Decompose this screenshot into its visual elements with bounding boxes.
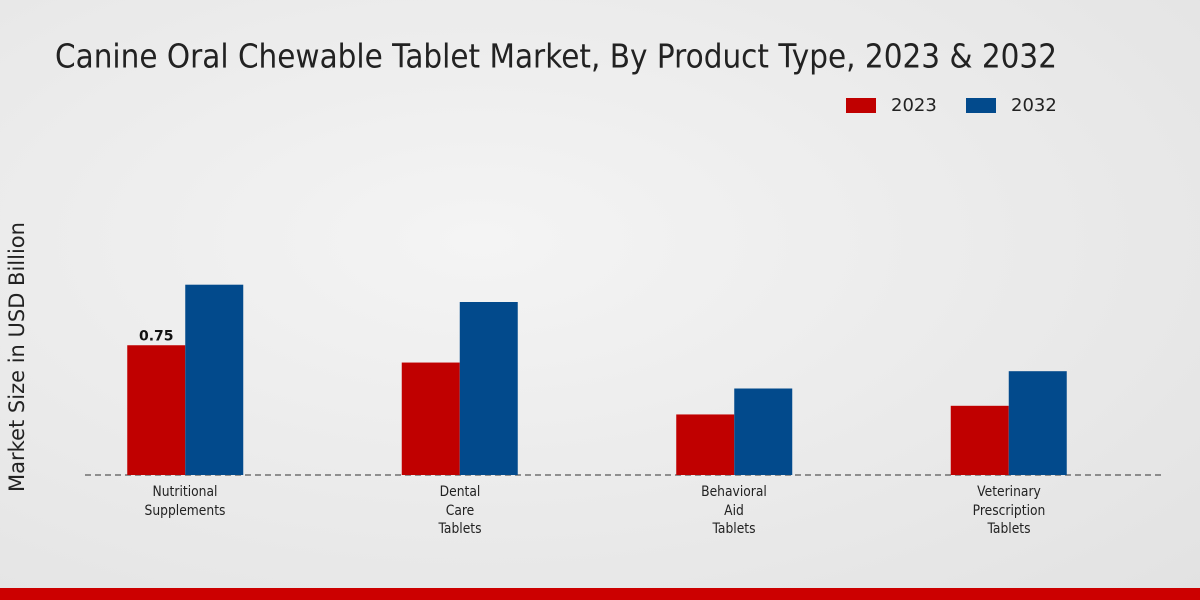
- legend-label: 2023: [891, 95, 937, 116]
- y-axis-label: Market Size in USD Billion: [5, 222, 29, 492]
- footer-strip: [0, 588, 1200, 600]
- legend-swatch: [846, 98, 876, 113]
- bar: [127, 345, 186, 475]
- bar: [459, 302, 518, 475]
- legend-swatch: [966, 98, 996, 113]
- bar: [676, 414, 735, 475]
- bar: [401, 362, 460, 475]
- bar: [1008, 371, 1067, 475]
- chart-title: Canine Oral Chewable Tablet Market, By P…: [55, 37, 1057, 76]
- x-tick-label: Veterinary Prescription Tablets: [972, 484, 1046, 537]
- x-tick-label: Behavioral Aid Tablets: [701, 484, 768, 537]
- value-label: 0.75: [139, 328, 174, 344]
- bar: [950, 405, 1009, 475]
- x-tick-label: Nutritional Supplements: [144, 484, 226, 519]
- bar: [185, 284, 244, 475]
- legend-label: 2032: [1011, 95, 1057, 116]
- bar: [734, 388, 793, 475]
- x-tick-label: Dental Care Tablets: [438, 484, 482, 537]
